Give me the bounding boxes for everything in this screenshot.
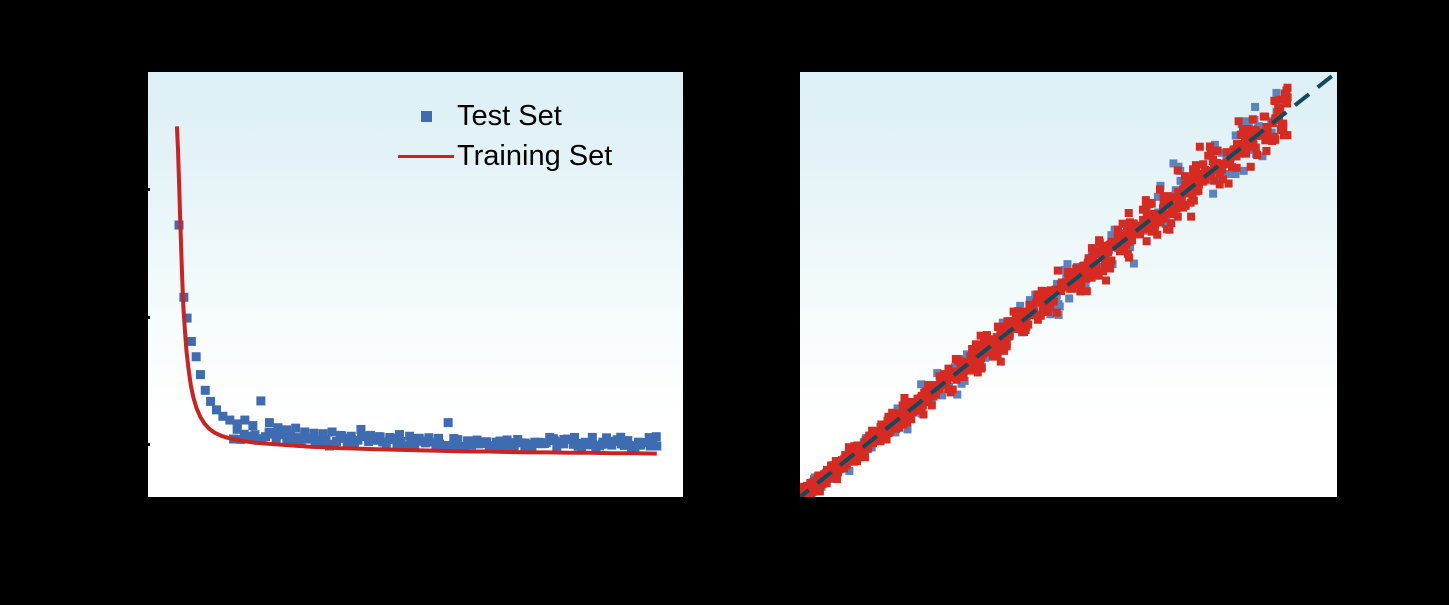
training-set-line	[174, 126, 657, 456]
legend-marker-line-icon	[395, 154, 457, 158]
series-layer-left	[174, 126, 662, 456]
x-axis-ticks-left	[148, 497, 683, 511]
x-axis-tick	[176, 497, 180, 510]
x-axis-tick	[656, 497, 660, 510]
x-axis-tick	[336, 497, 340, 510]
legend-label-test-set: Test Set	[457, 99, 562, 132]
plot-area-right	[800, 72, 1337, 497]
plot-area-left	[148, 72, 683, 497]
legend-item-training-set: Training Set	[395, 136, 655, 176]
chart-panel-right: Test Set Training Set y = x Test Set R2=…	[725, 0, 1449, 605]
chart-panel-left: Test Set Training Set	[137, 72, 683, 511]
x-axis-tick	[256, 497, 259, 506]
series-layer-right	[800, 72, 1337, 497]
x-axis-tick	[416, 497, 419, 506]
test-set-scatter	[174, 220, 662, 452]
y-axis-tick	[137, 252, 146, 255]
x-axis-tick	[576, 497, 579, 506]
y-axis-tick	[137, 128, 146, 131]
legend-marker-square-icon	[395, 110, 457, 122]
legend-label-training-set: Training Set	[457, 139, 613, 172]
x-axis-tick	[495, 497, 499, 510]
legend-item-test-set: Test Set	[395, 96, 655, 136]
y-axis-tick	[137, 380, 146, 383]
legend-left: Test Set Training Set	[395, 96, 655, 176]
